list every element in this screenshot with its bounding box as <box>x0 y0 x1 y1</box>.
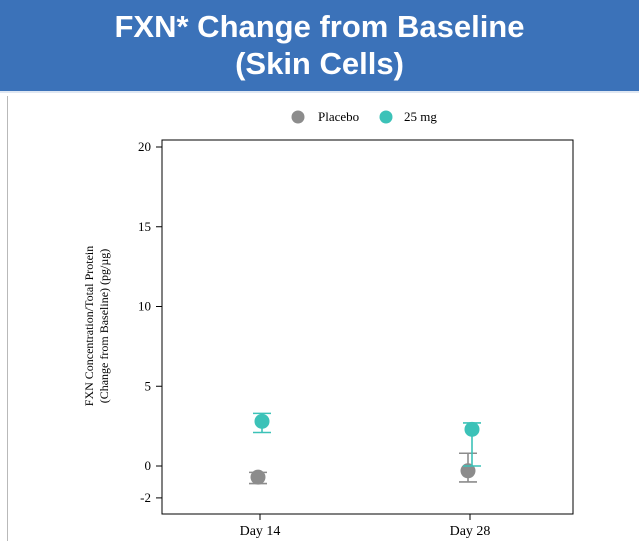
plot-frame <box>161 139 574 515</box>
y-tick-label: 15 <box>138 219 151 234</box>
x-tick-label: Day 14 <box>240 524 281 539</box>
legend-item-25mg: 25 mg <box>379 109 437 124</box>
x-axis-ticks: Day 14 Day 28 <box>240 514 491 539</box>
y-tick-label: -2 <box>140 490 151 505</box>
y-axis-label-line-2: (Change from Baseline) (pg/µg) <box>97 249 111 404</box>
y-tick-label: 5 <box>145 378 152 393</box>
y-tick-label: 0 <box>145 458 152 473</box>
left-divider <box>7 96 8 541</box>
y-tick-label: 10 <box>138 299 151 314</box>
legend-label-25mg: 25 mg <box>404 109 437 124</box>
mean-point <box>464 421 480 437</box>
y-tick-label: 20 <box>138 139 151 154</box>
data-marks <box>249 412 481 485</box>
mean-point <box>254 413 270 429</box>
legend-marker-placebo <box>291 110 305 124</box>
slide-title: FXN* Change from Baseline (Skin Cells) <box>0 8 639 82</box>
slide-title-line-2: (Skin Cells) <box>235 46 404 81</box>
mean-point <box>250 469 266 485</box>
slide-title-line-1: FXN* Change from Baseline <box>114 9 525 44</box>
legend-item-placebo: Placebo <box>291 109 359 124</box>
mean-point <box>460 463 476 479</box>
x-tick-label: Day 28 <box>450 524 491 539</box>
legend-marker-25mg <box>379 110 393 124</box>
legend-label-placebo: Placebo <box>318 109 359 124</box>
legend: Placebo 25 mg <box>291 109 437 124</box>
title-banner: FXN* Change from Baseline (Skin Cells) <box>0 0 639 93</box>
y-axis-label-line-1: FXN Concentration/Total Protein <box>82 246 96 406</box>
y-axis-ticks: -2 0 5 10 15 20 <box>138 139 162 505</box>
